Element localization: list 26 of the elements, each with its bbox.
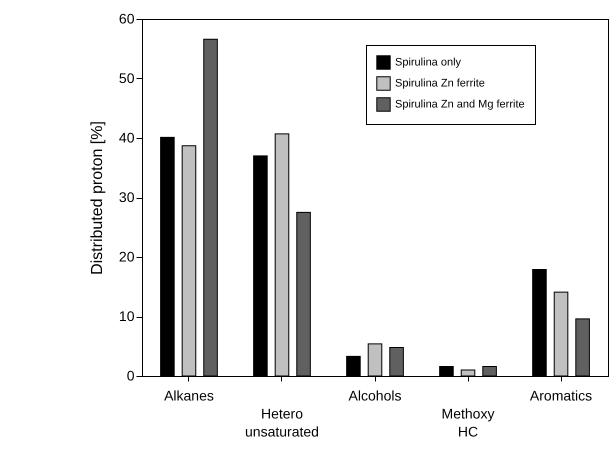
y-tick-label: 60	[118, 10, 135, 26]
bar	[253, 155, 268, 376]
y-tick-label: 10	[118, 308, 135, 324]
x-tick-label: Alkanes	[164, 388, 214, 404]
bar	[439, 366, 454, 376]
y-tick-label: 20	[118, 248, 135, 264]
bar	[203, 38, 218, 376]
y-tick-label: 50	[118, 70, 135, 86]
legend-label: Spirulina Zn ferrite	[395, 78, 485, 90]
bar	[575, 318, 590, 376]
bar	[296, 212, 311, 376]
y-tick-label: 30	[118, 189, 135, 205]
bar	[160, 136, 175, 376]
y-tick-label: 0	[126, 368, 135, 384]
legend-label: Spirulina Zn and Mg ferrite	[395, 98, 525, 110]
legend-label: Spirulina only	[395, 56, 462, 68]
x-tick-label: Methoxy HC	[442, 406, 494, 440]
x-tick-label: Hetero unsaturated	[245, 406, 319, 440]
bar	[389, 346, 404, 376]
bar	[532, 268, 547, 376]
y-tick-label: 40	[118, 130, 135, 146]
x-tick-label: Alcohols	[348, 388, 402, 404]
y-axis-title: Distributed proton [%]	[88, 121, 106, 275]
bar	[482, 366, 497, 376]
bar	[346, 356, 361, 376]
x-tick-label: Aromatics	[530, 388, 592, 404]
